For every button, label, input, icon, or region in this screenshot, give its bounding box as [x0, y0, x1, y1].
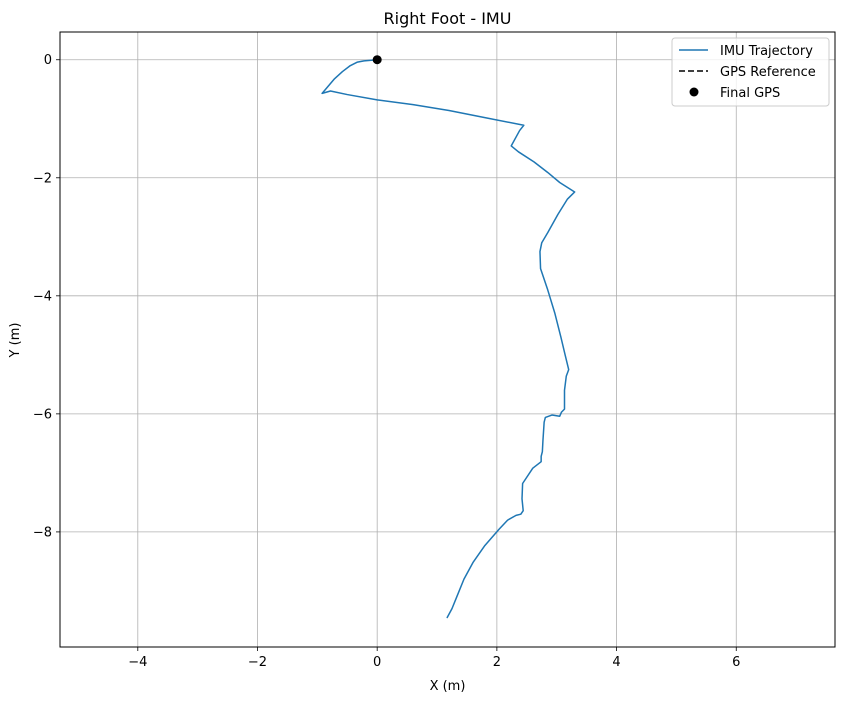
x-tick-label: 0 [373, 655, 381, 670]
final-gps-marker [372, 55, 382, 65]
y-tick-label: −8 [33, 525, 52, 540]
x-tick-label: −2 [248, 655, 267, 670]
y-tick-label: 0 [44, 53, 52, 68]
plot-frame [59, 31, 836, 648]
chart-title: Right Foot - IMU [384, 9, 512, 28]
y-tick-label: −6 [33, 407, 52, 422]
legend-marker-final-gps [689, 87, 699, 97]
legend-label-final-gps: Final GPS [720, 86, 780, 101]
x-axis-label: X (m) [430, 679, 466, 694]
x-tick-label: 6 [732, 655, 740, 670]
imu-trajectory-line [321, 58, 576, 619]
y-tick-label: −2 [33, 171, 52, 186]
y-tick-label: −4 [33, 289, 52, 304]
axis-ticks: −4 −2 0 2 4 6 0 −2 −4 −6 −8 [33, 53, 741, 670]
legend-box [671, 37, 830, 107]
y-axis-label: Y (m) [8, 323, 23, 359]
grid [60, 32, 835, 647]
x-tick-label: 2 [493, 655, 501, 670]
legend-label-imu-trajectory: IMU Trajectory [720, 44, 813, 59]
legend: IMU Trajectory GPS Reference Final GPS [671, 37, 830, 107]
legend-label-gps-reference: GPS Reference [720, 65, 816, 80]
x-tick-label: 4 [612, 655, 620, 670]
plot-series [321, 55, 576, 619]
x-tick-label: −4 [128, 655, 147, 670]
